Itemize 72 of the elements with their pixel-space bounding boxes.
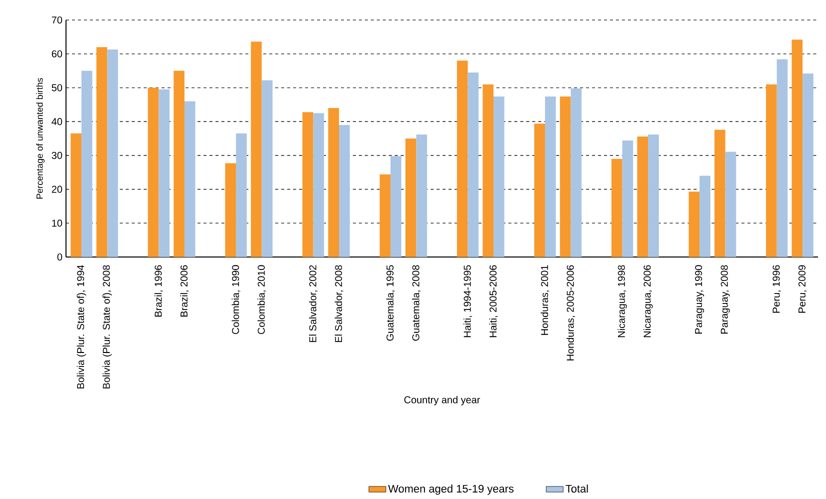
bar <box>81 70 92 257</box>
bar <box>725 152 736 257</box>
x-tick-label: Brazil, 1996 <box>154 265 163 317</box>
x-tick-label: Haiti, 2005-2006 <box>489 265 498 338</box>
bar <box>148 88 159 257</box>
y-tick-label: 50 <box>52 84 62 92</box>
bar <box>570 88 582 257</box>
bar <box>776 59 788 257</box>
y-tick-label: 30 <box>52 152 62 159</box>
x-tick-label: Honduras, 2001 <box>540 265 550 335</box>
x-tick-label: Nicaragua, 1998 <box>618 265 627 338</box>
bar <box>184 101 196 257</box>
x-tick-label: Paraguay, 1990 <box>695 265 704 334</box>
bar <box>313 113 324 257</box>
bar <box>766 84 777 257</box>
bar <box>262 80 273 257</box>
y-tick-label: 10 <box>52 220 62 227</box>
x-tick-label: Colombia, 1990 <box>232 265 240 334</box>
bar <box>560 96 571 257</box>
bar <box>174 70 184 257</box>
bar <box>328 108 339 257</box>
bar <box>405 138 416 257</box>
bar <box>96 47 108 257</box>
bar <box>107 49 118 257</box>
bar <box>380 174 390 257</box>
bar <box>494 96 504 257</box>
bar <box>338 124 350 257</box>
x-tick-label: Haiti, 1994-1995 <box>464 265 472 338</box>
bar <box>714 130 726 257</box>
x-tick-label: Guatemala, 1995 <box>386 265 395 341</box>
x-tick-label: Peru, 2009 <box>798 265 807 313</box>
bar <box>792 40 803 257</box>
bar <box>637 136 648 257</box>
x-tick-label: El Salvador, 2008 <box>334 265 344 342</box>
y-tick-label: 0 <box>57 253 62 261</box>
y-tick-label: 40 <box>52 118 62 126</box>
bar <box>225 163 236 257</box>
bar <box>302 112 314 257</box>
x-tick-label: Honduras, 2005-2006 <box>566 265 576 360</box>
bar <box>456 60 468 257</box>
x-tick-label: Paraguay, 2008 <box>720 265 730 334</box>
bar <box>416 134 428 257</box>
bar <box>545 96 556 257</box>
bar <box>236 133 247 257</box>
y-tick-label: 70 <box>52 16 62 24</box>
x-axis-title: Country and year <box>404 396 480 406</box>
legend-label: Total <box>566 484 588 493</box>
x-tick-label: Bolivia (Plur. State of), 1994 <box>76 265 86 388</box>
bar <box>688 192 700 257</box>
x-tick-label: Brazil, 2006 <box>180 265 189 317</box>
legend-label: Women aged 15-19 years <box>388 484 514 495</box>
x-tick-label: El Salvador, 2002 <box>308 265 318 342</box>
x-tick-label: Bolivia (Plur. State of), 2008 <box>102 265 112 388</box>
bar <box>390 156 402 257</box>
bar <box>468 72 479 257</box>
bar <box>534 124 546 257</box>
x-tick-label: Guatemala, 2008 <box>412 265 421 341</box>
y-tick-label: 60 <box>52 50 62 58</box>
bar <box>482 84 494 257</box>
bar <box>611 158 622 257</box>
bar <box>250 42 262 257</box>
bar <box>622 140 634 257</box>
bar <box>700 176 710 257</box>
bar <box>70 133 82 257</box>
x-tick-label: Nicaragua, 2006 <box>643 265 653 338</box>
x-tick-label: Peru, 1996 <box>772 265 781 313</box>
y-axis-title: Percentage of unwanted births <box>36 78 45 199</box>
x-tick-label: Colombia, 2010 <box>257 265 266 334</box>
bar <box>648 134 659 257</box>
bar <box>802 74 814 257</box>
y-tick-label: 20 <box>52 186 62 193</box>
bar <box>158 89 170 257</box>
